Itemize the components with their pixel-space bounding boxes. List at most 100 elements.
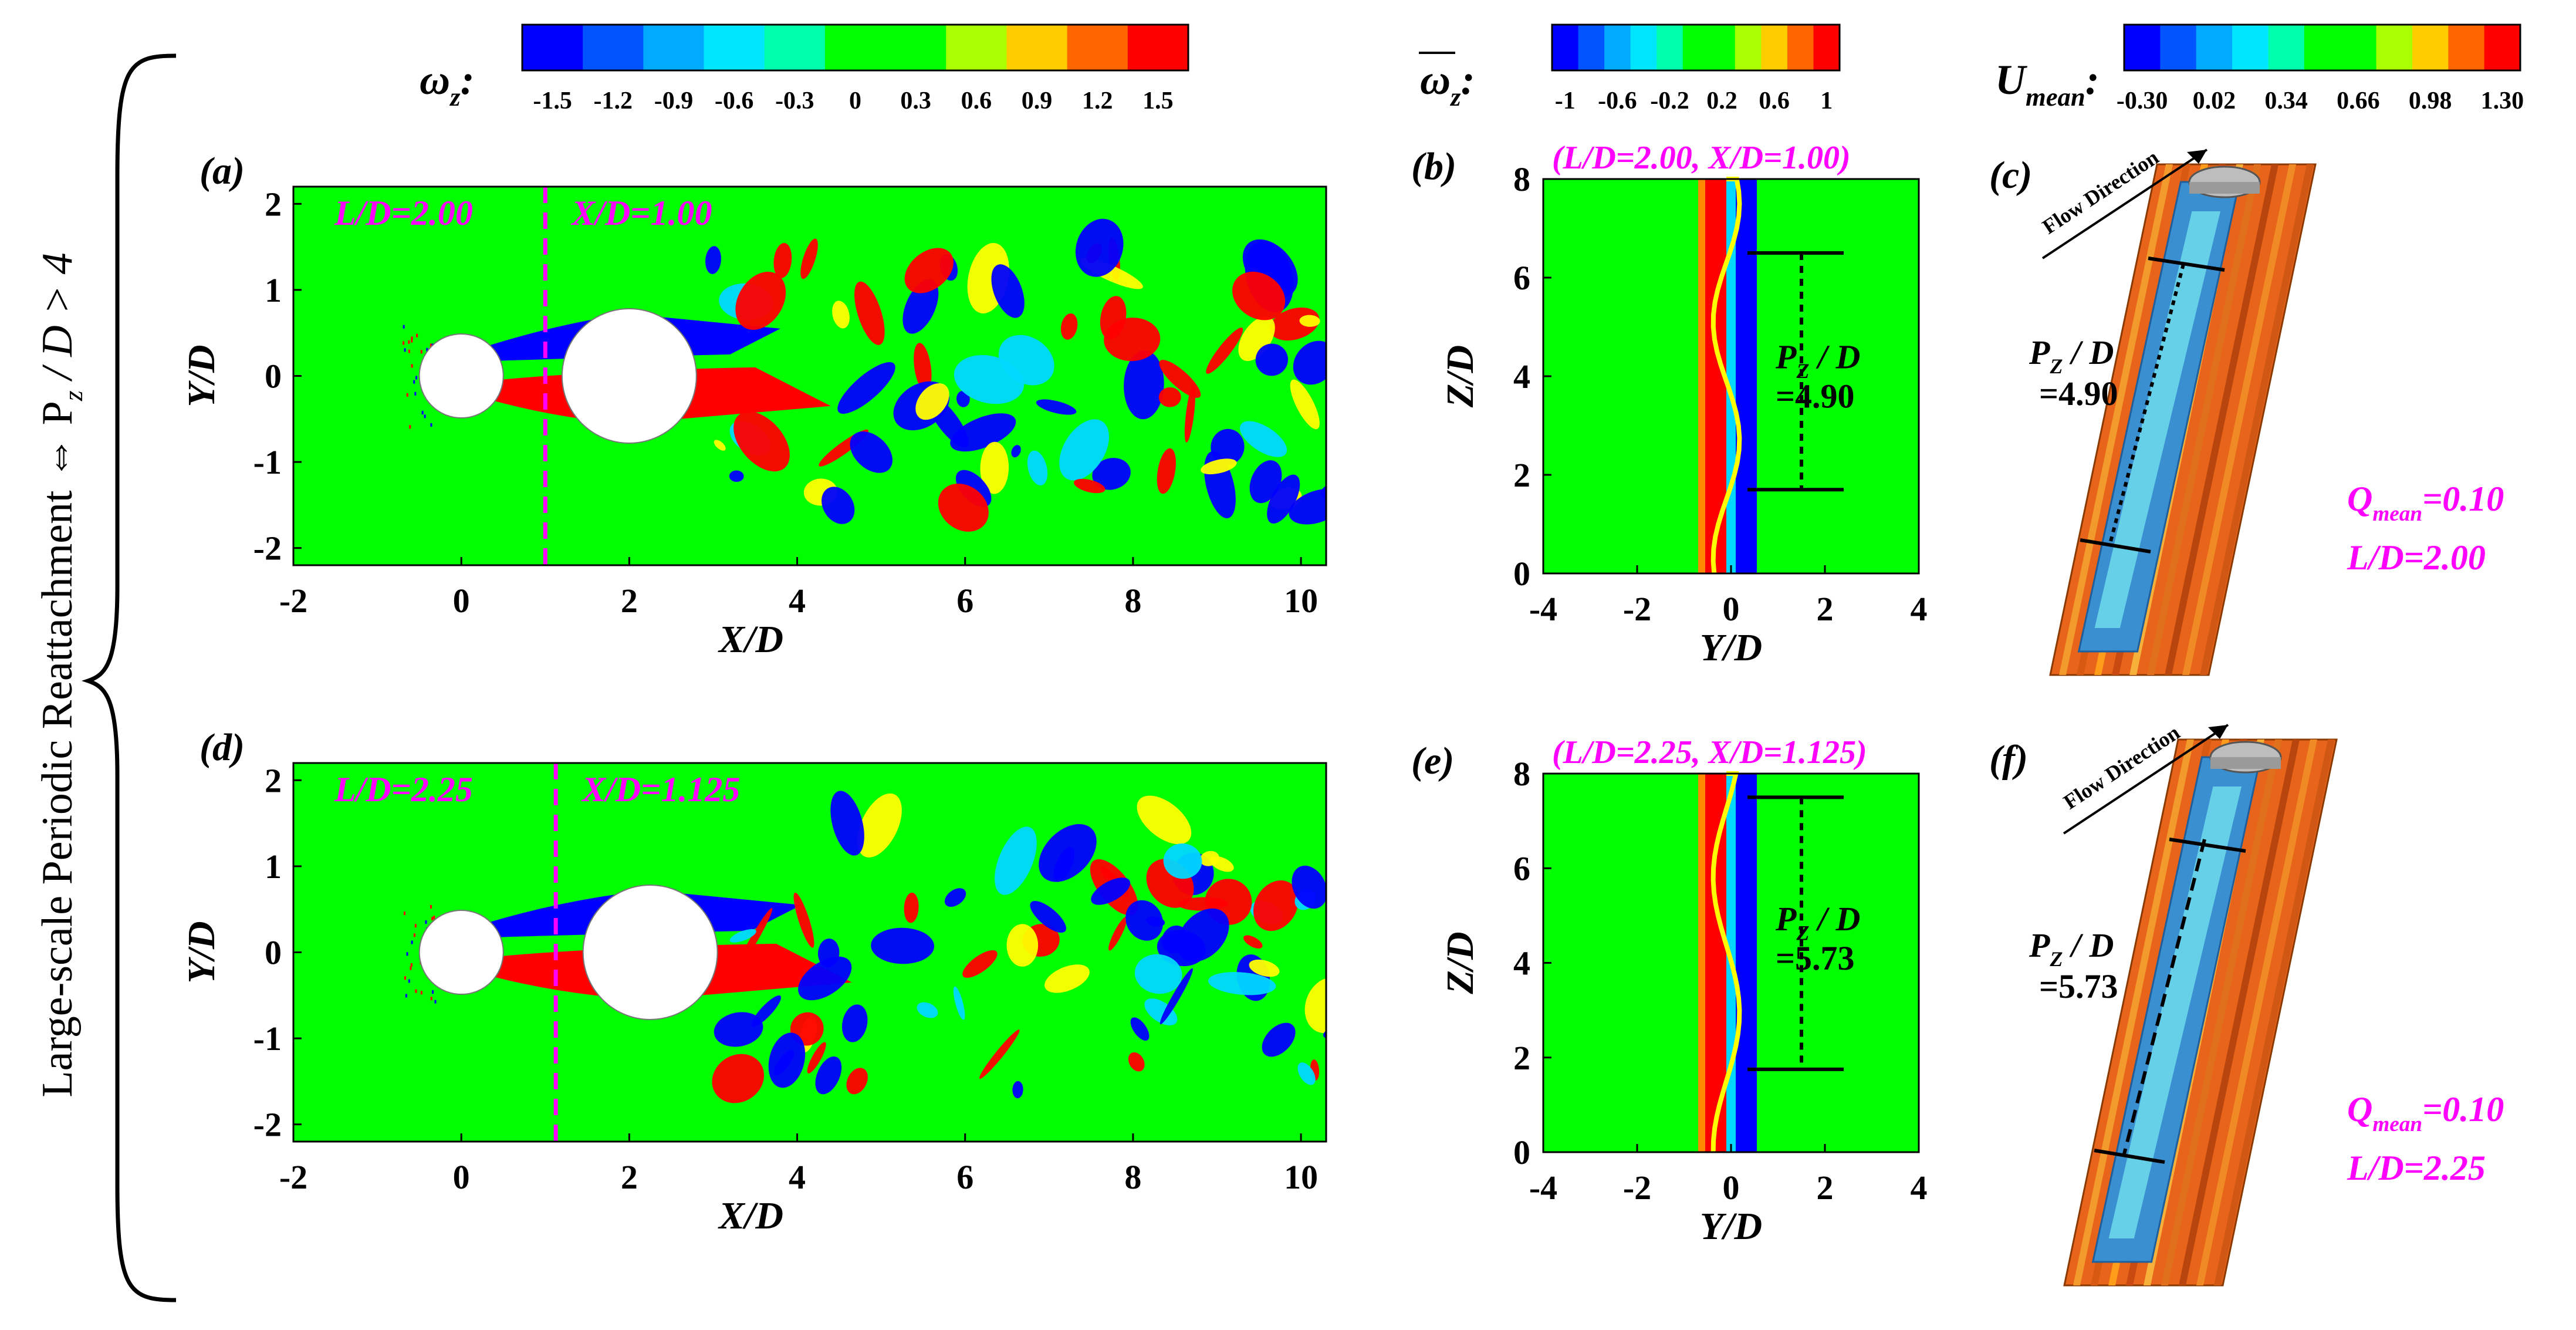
vortex-blob xyxy=(1124,350,1164,420)
colorbar-3: -0.30 0.02 0.34 0.66 0.98 1.30 Umean: xyxy=(1995,23,2524,114)
colorbar-tick: 0.2 xyxy=(1706,87,1737,114)
colorbar-tick: 0.66 xyxy=(2337,87,2380,114)
x-tick-label: 0 xyxy=(453,582,470,620)
vortex-blob xyxy=(854,281,885,345)
vortex-blob xyxy=(1044,964,1090,993)
vortex-blob xyxy=(793,892,814,948)
colorbar-tick: -0.6 xyxy=(715,87,754,114)
vortex-blob xyxy=(1128,1052,1145,1072)
noise-dot xyxy=(408,349,410,353)
y-tick-label: -1 xyxy=(253,443,282,481)
vortex-blob xyxy=(1239,421,1287,457)
vortex-blob xyxy=(1157,448,1176,494)
slice-title: (L/D=2.25, X/D=1.125) xyxy=(1552,734,1867,771)
noise-dot xyxy=(414,391,417,396)
vortex-blob xyxy=(1130,1017,1150,1041)
y-tick-label: 2 xyxy=(265,185,282,223)
period-value: =5.73 xyxy=(2039,967,2118,1005)
colorbar-swatch xyxy=(1682,25,1709,70)
y-tick-label: -2 xyxy=(253,1106,282,1144)
colorbar-swatch xyxy=(2196,25,2233,70)
x-tick-label: 8 xyxy=(1124,582,1141,620)
y-tick-label: 2 xyxy=(265,761,282,799)
noise-dot xyxy=(411,940,413,944)
period-dashed-line xyxy=(2108,264,2185,546)
downstream-cylinder xyxy=(582,885,718,1020)
qmean-label: Qmean=0.10 xyxy=(2347,480,2504,526)
vortex-blob xyxy=(837,362,895,414)
x-tick-label: 6 xyxy=(956,1158,973,1196)
vortex-blob xyxy=(950,413,1016,452)
vortex-blob xyxy=(815,1056,842,1095)
vortex-blob xyxy=(733,411,790,472)
vortex-blob xyxy=(1159,360,1201,398)
isosurface-core-highlight xyxy=(2108,786,2242,1238)
colorbar-swatch xyxy=(2340,25,2377,70)
noise-dot xyxy=(413,380,415,384)
vortex-blob xyxy=(1292,865,1326,909)
vortex-blob xyxy=(857,793,902,858)
cylinder-body xyxy=(2189,182,2260,194)
vortex-blob xyxy=(1331,927,1350,955)
noise-dot xyxy=(403,341,405,345)
x-tick-label: 0 xyxy=(1723,590,1740,628)
wake-panel-2: L/D=2.25 X/D=1.125-2 0 2 4 6 8 10210-1-2X/DY/D(… xyxy=(180,726,1350,1237)
vortex-blob xyxy=(1158,387,1181,407)
noise-dot xyxy=(406,952,408,956)
y-tick-label: 2 xyxy=(1513,1039,1530,1077)
x-tick-label: 4 xyxy=(1911,590,1928,628)
colorbar-swatch xyxy=(583,25,644,70)
x-tick-label: 2 xyxy=(621,582,638,620)
vortex-blob xyxy=(1249,959,1280,977)
isosurface-stripe xyxy=(2147,164,2261,675)
noise-dot xyxy=(420,350,422,354)
vortex-blob xyxy=(917,1002,938,1018)
x-tick-label: -2 xyxy=(1623,1169,1651,1207)
vortex-blob xyxy=(817,939,840,968)
noise-dot xyxy=(416,333,418,337)
upstream-cylinder xyxy=(418,909,504,995)
noise-dot xyxy=(406,393,408,397)
blue-band xyxy=(1736,179,1757,573)
vortex-blob xyxy=(938,483,989,532)
x-tick-label: 2 xyxy=(1817,590,1834,628)
noise-dot xyxy=(424,414,426,418)
vortex-blob xyxy=(841,1004,868,1042)
colorbar-label: Umean: xyxy=(1995,56,2100,112)
vortex-blob xyxy=(1243,935,1263,949)
noise-dot xyxy=(411,339,413,343)
vortex-blob xyxy=(753,394,770,409)
y-tick-label: 2 xyxy=(1513,456,1530,494)
colorbar-swatch xyxy=(2232,25,2269,70)
y-axis-label: Z/D xyxy=(1439,345,1482,408)
noise-dot xyxy=(415,376,417,380)
x-tick-label: 4 xyxy=(1911,1169,1928,1207)
noise-dot xyxy=(434,1000,437,1004)
colorbar-swatch xyxy=(2412,25,2449,70)
y-axis-label: Y/D xyxy=(180,345,223,407)
colorbar-swatch xyxy=(764,25,826,70)
colorbar-swatch xyxy=(1067,25,1128,70)
noise-dot xyxy=(420,991,422,995)
x-tick-label: -2 xyxy=(1623,590,1651,628)
wavy-interface xyxy=(1710,771,1742,1153)
x-tick-label: 0 xyxy=(453,1158,470,1196)
vortex-blob xyxy=(807,1042,826,1074)
noise-dot xyxy=(430,997,432,1001)
colorbar-swatch xyxy=(1127,25,1189,70)
flow-arrow-head xyxy=(2187,150,2207,164)
upstream-cylinder xyxy=(418,333,504,419)
vortex-blob xyxy=(737,908,773,968)
noise-dot xyxy=(430,343,432,347)
colorbar-swatch xyxy=(1657,25,1683,70)
vortex-blob xyxy=(944,888,966,907)
colorbar-frame xyxy=(2123,23,2521,72)
vortex-blob xyxy=(1134,954,1182,994)
period-label: PZ / D xyxy=(2029,333,2114,378)
colorbar-tick: -0.6 xyxy=(1598,87,1637,114)
noise-dot xyxy=(415,989,417,993)
panel-letter: (a) xyxy=(200,150,245,193)
flow-arrow-line xyxy=(2063,724,2229,835)
